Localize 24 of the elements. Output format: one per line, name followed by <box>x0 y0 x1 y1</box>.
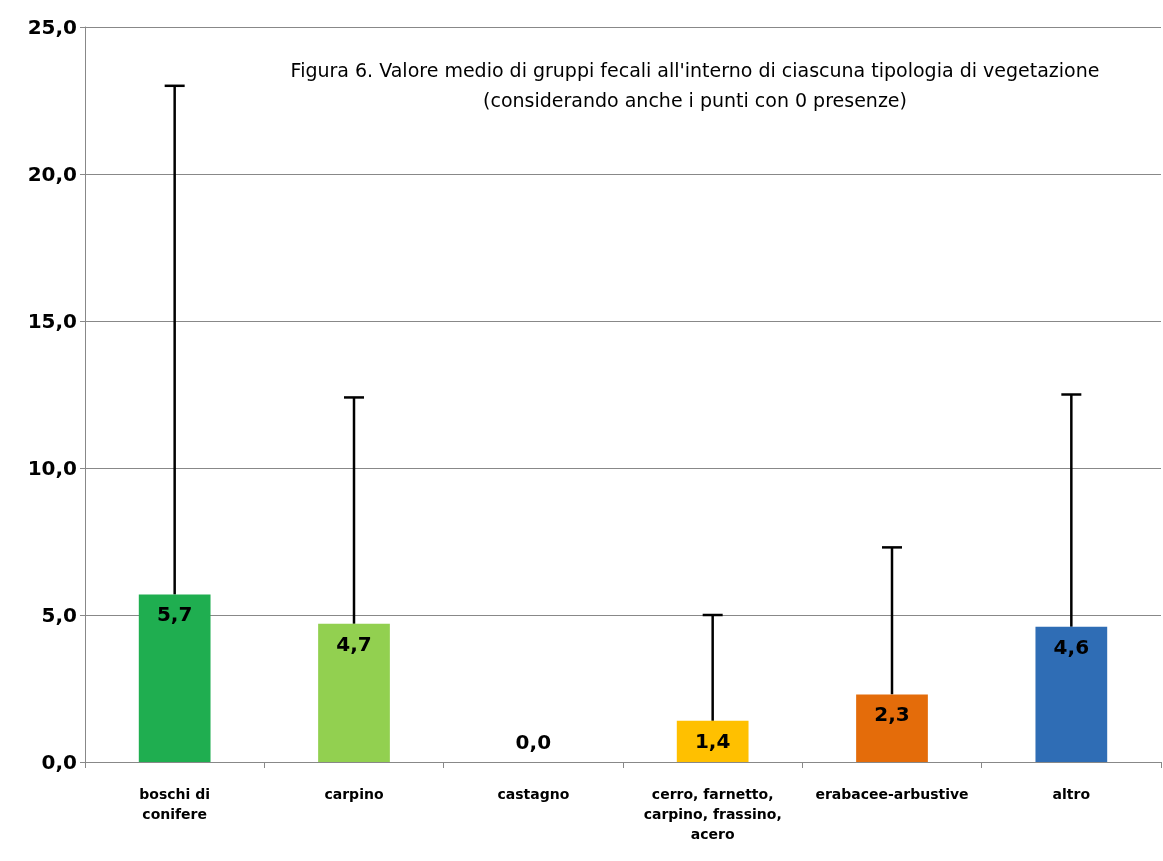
y-tick-label: 15,0 <box>27 309 77 333</box>
x-tick-label: cerro, farnetto, carpino, frassino, acero <box>643 786 782 842</box>
data-label: 4,6 <box>1053 634 1090 659</box>
bar <box>1035 626 1108 762</box>
y-tick-label: 5,0 <box>41 603 77 627</box>
data-label: 4,7 <box>336 631 372 656</box>
data-label: 2,3 <box>874 702 910 727</box>
bar <box>676 720 749 762</box>
data-label: 1,4 <box>694 728 731 753</box>
bar <box>138 594 211 762</box>
y-tick-label: 0,0 <box>41 750 77 774</box>
data-label: 5,7 <box>156 602 193 627</box>
x-tick-label: carpino <box>324 786 384 802</box>
bar <box>318 623 390 762</box>
x-tick-label: altro <box>1052 786 1091 802</box>
y-tick-label: 10,0 <box>27 456 77 480</box>
x-tick-label: castagno <box>497 786 570 802</box>
x-tick-label: erabacee-arbustive <box>815 786 969 802</box>
x-tick-label: boschi di conifere <box>139 786 211 822</box>
bar <box>856 694 928 762</box>
text: Figura 6. Valore medio di gruppi fecali all'interno di ciascuna tipologia di vegetazione (considerando anche i punti con 0 presenze) <box>290 59 1100 111</box>
y-tick-label: 20,0 <box>27 162 77 186</box>
data-label: 0,0 <box>515 730 552 754</box>
y-tick-label: 25,0 <box>27 15 77 39</box>
